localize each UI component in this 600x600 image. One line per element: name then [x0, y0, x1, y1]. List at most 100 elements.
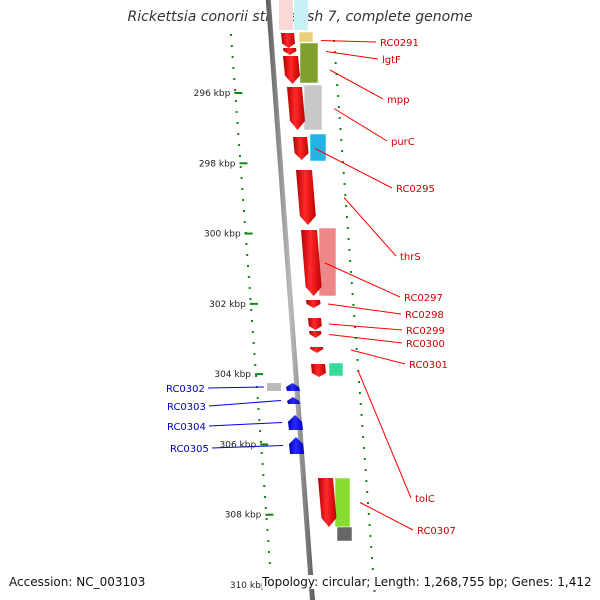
scale-tick-label: 298 kbp [199, 159, 236, 169]
scale-tick-label: 296 kbp [194, 89, 231, 99]
gc-dot [337, 106, 340, 108]
gc-dot [235, 111, 238, 113]
gene-label: RC0307 [417, 526, 456, 537]
gc-dot [355, 348, 358, 350]
label-line [325, 51, 379, 60]
gc-dot [350, 271, 353, 273]
gc-dot [268, 551, 271, 553]
label-line [314, 148, 393, 189]
scale-tick-label: 308 kbp [225, 511, 262, 521]
cog-block [318, 227, 337, 297]
gene-arrow [310, 347, 324, 353]
gc-dot [353, 315, 356, 317]
gc-dot [238, 144, 241, 146]
gc-dot [345, 216, 348, 218]
gene-label: purC [391, 137, 415, 148]
gc-dot [236, 122, 239, 124]
scale-tick-label: 306 kbp [220, 440, 257, 450]
gc-dot [250, 309, 253, 311]
cog-block [267, 383, 281, 391]
gc-dot [239, 166, 242, 168]
label-line [320, 40, 377, 43]
gene-arrow [283, 48, 297, 55]
gc-dot [240, 177, 243, 179]
top-cog-fragment [294, 0, 308, 30]
cog-block [299, 42, 319, 84]
gene-label: lgtF [382, 55, 401, 66]
gc-dot [341, 150, 344, 152]
scale-tick [265, 513, 274, 516]
label-line [327, 303, 402, 315]
gc-dot [267, 540, 270, 542]
scale-tick-label: 302 kbp [209, 300, 246, 310]
gc-dot [356, 359, 359, 361]
gc-dot [258, 419, 261, 421]
gc-dot [233, 78, 236, 80]
gc-dot [340, 139, 343, 141]
gene-arrow [281, 33, 296, 48]
label-line [328, 334, 403, 344]
gc-dot [230, 45, 233, 47]
scale-tick-label: 300 kbp [204, 230, 241, 240]
top-gene-fragment [279, 0, 293, 30]
gene-arrow-reverse [287, 397, 300, 404]
gc-dot [265, 518, 268, 520]
label-line [343, 197, 397, 257]
gc-dot [230, 34, 232, 36]
gc-dot [255, 375, 258, 377]
gc-dot [247, 265, 250, 267]
gc-dot [263, 485, 266, 487]
gene-arrow-reverse [286, 383, 300, 391]
gene-label: RC0300 [406, 339, 445, 350]
gene-label: thrS [400, 252, 421, 263]
gc-dot [364, 469, 367, 471]
gc-dot [343, 183, 346, 185]
gc-dot [371, 568, 374, 570]
scale-ticks: 296 kbp 298 kbp 300 kbp 302 kbp 304 kbp 306 k… [194, 89, 279, 591]
gc-dot [354, 326, 357, 328]
label-line [357, 370, 412, 499]
gc-dot [339, 128, 342, 130]
label-line [211, 445, 284, 449]
cog-block [298, 31, 314, 43]
gc-dot [341, 161, 344, 163]
gc-dot [264, 507, 267, 509]
gc-dot [359, 403, 362, 405]
gc-dot [351, 293, 354, 295]
gc-dot [358, 392, 361, 394]
gc-dot [254, 364, 257, 366]
scale-tick-label: 304 kbp [214, 370, 251, 380]
gc-dot [363, 458, 366, 460]
gc-dot [367, 513, 370, 515]
gc-dot [370, 546, 373, 548]
gc-dot [334, 62, 337, 64]
gc-dot [347, 238, 350, 240]
topology-text: Topology: circular; Length: 1,268,755 bp… [262, 575, 592, 589]
cog-block [336, 526, 353, 542]
gc-dot [249, 298, 252, 300]
gene-arrow-reverse [288, 415, 303, 430]
label-line [350, 349, 406, 365]
gene-arrow [311, 364, 326, 377]
gc-dot [369, 535, 372, 537]
gc-dot [259, 430, 262, 432]
gc-dot [242, 199, 245, 201]
gc-dot [241, 188, 244, 190]
gc-dot [360, 414, 363, 416]
gc-dot [349, 260, 352, 262]
gene-arrow [293, 137, 309, 160]
gene-arrow [308, 318, 322, 330]
gene-labels: RC0291 lgtF mpp purC RC0295 thrS RC0297 RC0298 R… [166, 38, 456, 537]
gc-dot [260, 452, 263, 454]
label-line [328, 323, 403, 331]
gc-dot [243, 221, 246, 223]
gc-dot [336, 84, 339, 86]
gene-arrow [283, 56, 300, 84]
gc-dot [358, 381, 361, 383]
gc-dot [345, 205, 348, 207]
gc-dot [344, 194, 347, 196]
gene-arrow [296, 170, 316, 225]
gc-dot [246, 254, 249, 256]
gene-label: RC0303 [167, 402, 206, 413]
gc-dot [346, 227, 349, 229]
